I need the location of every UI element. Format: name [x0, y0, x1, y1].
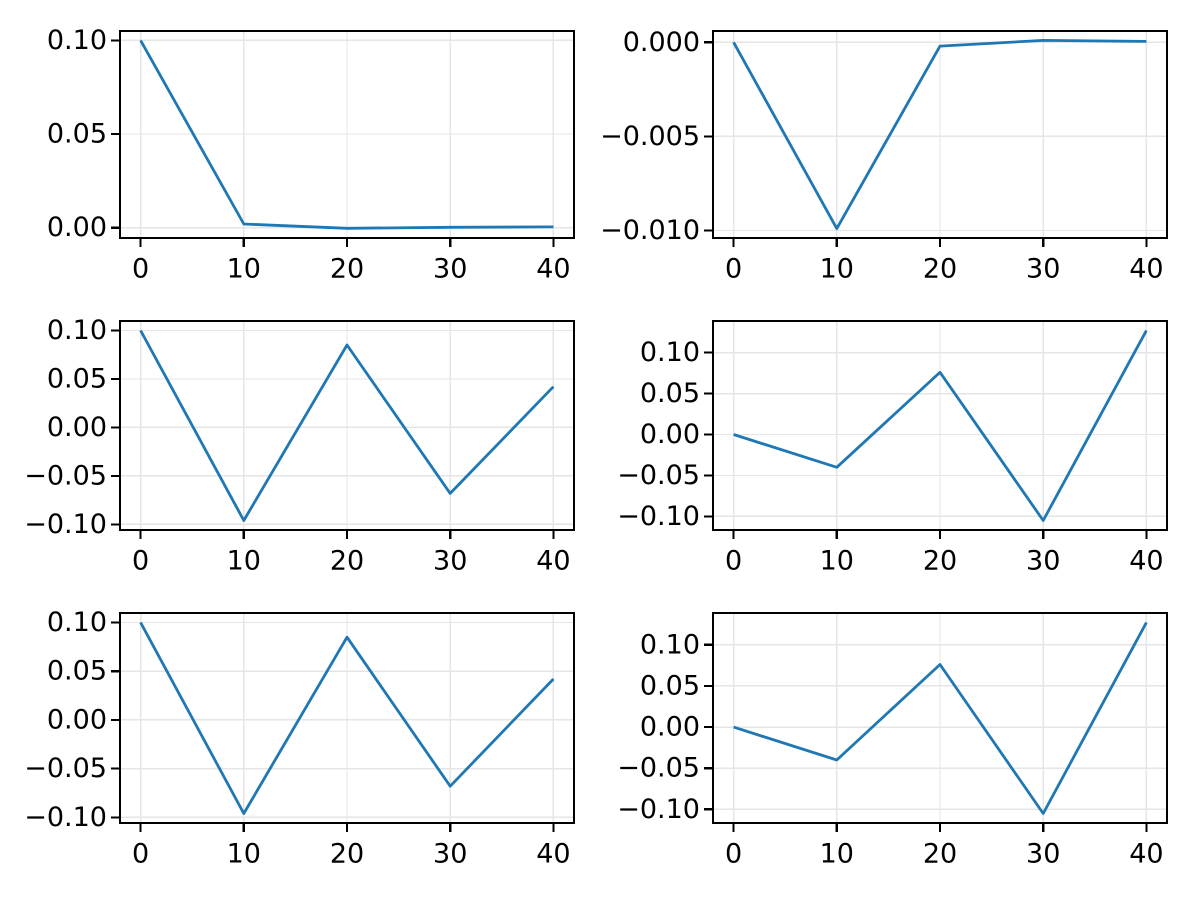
y-tick-label: 0.00 [47, 704, 107, 735]
y-tick-label: 0.10 [47, 607, 107, 638]
x-tick-label: 40 [536, 546, 570, 577]
y-tick-label: 0.05 [47, 656, 107, 687]
subplot-middle-left: 0 10 20 30 40 −0.10 −0.05 0.00 0.05 0.10 [24, 315, 576, 577]
y-tick-label: −0.10 [617, 794, 700, 825]
y-tick-label: 0.00 [47, 412, 107, 443]
y-tick-label: 0.00 [640, 419, 700, 450]
x-tick-label: 10 [820, 254, 854, 285]
data-line [733, 621, 1148, 815]
y-tick-label: −0.05 [617, 753, 700, 784]
y-tick-label: 0.05 [640, 378, 700, 409]
y-tick-label: 0.10 [47, 315, 107, 346]
x-tick-label: 0 [132, 254, 149, 285]
data-line [139, 329, 555, 522]
x-tick-label: 0 [132, 546, 149, 577]
y-tick-label: −0.10 [24, 509, 107, 540]
x-tick-label: 20 [923, 546, 957, 577]
x-tick-label: 10 [820, 839, 854, 870]
y-tick-label: −0.10 [24, 802, 107, 833]
x-tick-label: 20 [330, 546, 364, 577]
data-line [732, 39, 1147, 231]
y-tick-label: 0.10 [47, 25, 107, 56]
x-tick-label: 30 [1026, 839, 1060, 870]
y-tick-label: 0.05 [640, 670, 700, 701]
data-line [733, 329, 1148, 522]
y-tick-label: −0.10 [617, 501, 700, 532]
y-tick-label: 0.05 [47, 364, 107, 395]
x-tick-label: 30 [433, 839, 467, 870]
y-tick-label: −0.05 [617, 460, 700, 491]
subplot-bottom-right: 0 10 20 30 40 −0.10 −0.05 0.00 0.05 0.10 [617, 611, 1169, 870]
y-tick-label: −0.010 [600, 215, 700, 246]
x-tick-label: 30 [433, 546, 467, 577]
x-tick-label: 30 [433, 254, 467, 285]
x-tick-label: 30 [1026, 546, 1060, 577]
subplot-bottom-left: 0 10 20 30 40 −0.10 −0.05 0.00 0.05 0.10 [24, 607, 576, 870]
x-tick-label: 20 [923, 254, 957, 285]
x-tick-label: 20 [330, 839, 364, 870]
x-tick-label: 40 [536, 839, 570, 870]
x-tick-label: 40 [1129, 839, 1163, 870]
y-tick-label: −0.005 [600, 121, 700, 152]
data-line [139, 621, 555, 815]
x-tick-label: 10 [227, 254, 261, 285]
x-tick-label: 40 [536, 254, 570, 285]
x-tick-label: 10 [820, 546, 854, 577]
subplot-middle-right: 0 10 20 30 40 −0.10 −0.05 0.00 0.05 0.10 [617, 319, 1169, 577]
subplot-top-left: 0 10 20 30 40 0.00 0.05 0.10 [47, 25, 576, 285]
y-tick-label: 0.10 [640, 629, 700, 660]
y-tick-label: −0.05 [24, 460, 107, 491]
x-tick-label: 40 [1129, 254, 1163, 285]
y-tick-label: 0.10 [640, 337, 700, 368]
x-tick-label: 40 [1129, 546, 1163, 577]
data-line [139, 39, 554, 230]
subplot-top-right: 0 10 20 30 40 −0.010 −0.005 0.000 [600, 27, 1169, 285]
x-tick-label: 20 [330, 254, 364, 285]
x-tick-label: 10 [227, 546, 261, 577]
y-tick-label: −0.05 [24, 753, 107, 784]
x-tick-label: 0 [132, 839, 149, 870]
y-tick-label: 0.00 [640, 712, 700, 743]
y-tick-label: 0.05 [47, 119, 107, 150]
x-tick-label: 0 [725, 839, 742, 870]
x-tick-label: 20 [923, 839, 957, 870]
y-tick-label: 0.000 [623, 27, 700, 58]
x-tick-label: 0 [725, 546, 742, 577]
x-tick-label: 10 [227, 839, 261, 870]
x-tick-label: 30 [1026, 254, 1060, 285]
y-tick-label: 0.00 [47, 212, 107, 243]
x-tick-label: 0 [725, 254, 742, 285]
